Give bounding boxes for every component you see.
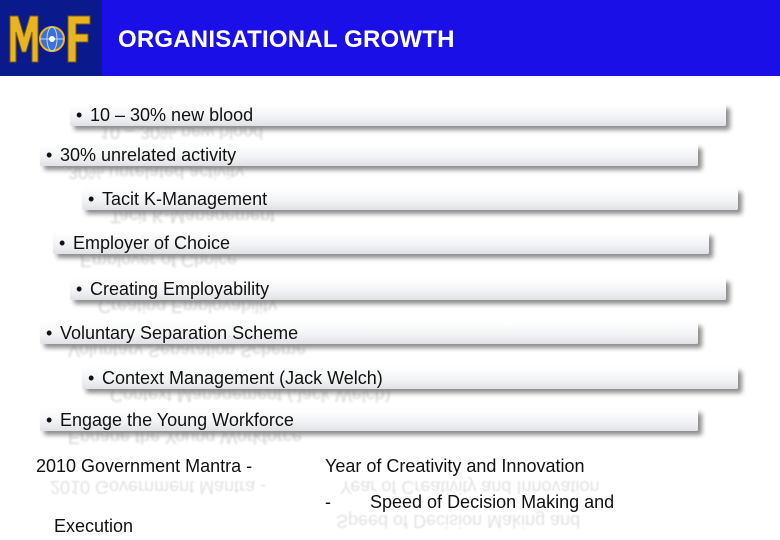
mof-logo-icon: [9, 15, 91, 63]
reflection-text: Context Management (Jack Welch): [110, 391, 391, 405]
reflection-text: Employer of Choice: [80, 256, 238, 270]
reflection-text: Creating Employability: [98, 302, 278, 316]
list-item: • 10 – 30% new blood: [70, 104, 726, 126]
list-item: • Voluntary Separation Scheme: [40, 322, 698, 344]
reflection: Speed of Decision Making and: [336, 510, 580, 531]
reflection-text: Tacit K-Management: [110, 212, 276, 226]
mantra-label: 2010 Government Mantra -: [36, 456, 253, 476]
reflection: Creating Employability: [98, 302, 277, 316]
bullet-icon: •: [88, 189, 95, 209]
bullet-icon: •: [88, 368, 95, 388]
reflection: Context Management (Jack Welch): [110, 391, 391, 405]
reflection-text: Voluntary Separation Scheme: [68, 346, 307, 360]
mantra-line-1: Year of Creativity and Innovation: [325, 456, 585, 476]
reflection-text: 30% unrelated activity: [68, 168, 245, 182]
reflection: 30% unrelated activity: [68, 168, 244, 182]
page-title: ORGANISATIONAL GROWTH: [118, 26, 455, 53]
logo: [0, 0, 102, 76]
list-item: • Tacit K-Management: [82, 188, 738, 210]
reflection: Voluntary Separation Scheme: [68, 346, 306, 360]
reflection: Employer of Choice: [80, 256, 237, 270]
bullet-icon: •: [76, 279, 83, 299]
item-label: Employer of Choice: [73, 233, 231, 253]
reflection-text: Engage the Young Workforce: [68, 433, 302, 447]
reflection: 2010 Government Mantra -: [50, 476, 266, 497]
list-item: • Engage the Young Workforce: [40, 409, 698, 431]
bullet-icon: •: [46, 145, 53, 165]
mantra-dash: -: [325, 492, 331, 512]
item-label: 10 – 30% new blood: [90, 105, 254, 125]
bullet-icon: •: [76, 105, 83, 125]
mantra-line-2: Speed of Decision Making and: [370, 492, 615, 512]
item-label: Creating Employability: [90, 279, 270, 299]
list-item: • Creating Employability: [70, 278, 726, 300]
reflection: Tacit K-Management: [110, 212, 275, 226]
list-item: • 30% unrelated activity: [40, 144, 698, 166]
list-item: • Employer of Choice: [53, 232, 709, 254]
mantra-line-3: Execution: [54, 516, 134, 536]
bullet-icon: •: [46, 323, 53, 343]
item-label: Voluntary Separation Scheme: [60, 323, 299, 343]
reflection-text: Speed of Decision Making and: [336, 511, 581, 531]
reflection-text: 2010 Government Mantra -: [50, 477, 267, 497]
reflection-text: Year of Creativity and Innovation: [340, 477, 600, 497]
reflection: 10 – 30% new blood: [100, 128, 263, 142]
reflection-text: 10 – 30% new blood: [100, 128, 264, 142]
bullet-icon: •: [59, 233, 66, 253]
item-label: Engage the Young Workforce: [60, 410, 294, 430]
item-label: Tacit K-Management: [102, 189, 268, 209]
bullet-icon: •: [46, 410, 53, 430]
item-label: Context Management (Jack Welch): [102, 368, 383, 388]
title-bar: ORGANISATIONAL GROWTH: [0, 0, 780, 76]
reflection: Engage the Young Workforce: [68, 433, 302, 447]
item-label: 30% unrelated activity: [60, 145, 237, 165]
list-item: • Context Management (Jack Welch): [82, 367, 738, 389]
reflection: Year of Creativity and Innovation: [340, 476, 600, 497]
